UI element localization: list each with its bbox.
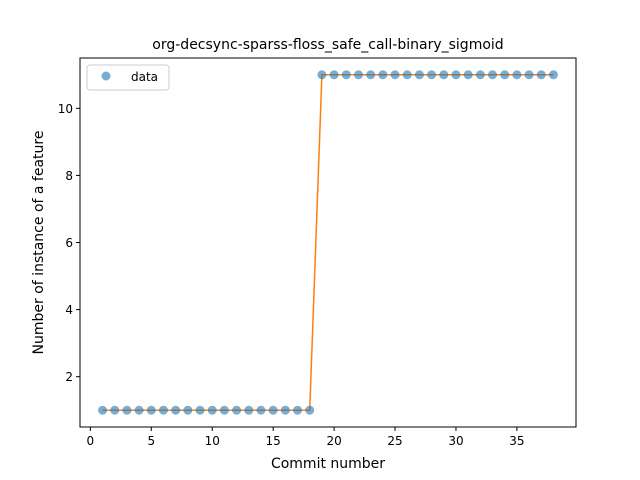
x-tick-label: 15 <box>266 434 281 448</box>
data-point <box>463 70 473 80</box>
data-point <box>134 405 144 415</box>
data-point <box>512 70 522 80</box>
data-point <box>146 405 156 415</box>
data-point <box>183 405 193 415</box>
data-point <box>378 70 388 80</box>
data-point <box>98 405 108 415</box>
data-point <box>244 405 254 415</box>
y-tick-label: 4 <box>65 303 73 317</box>
data-point <box>122 405 132 415</box>
data-point <box>488 70 498 80</box>
data-point <box>353 70 363 80</box>
data-point <box>207 405 217 415</box>
x-tick-label: 35 <box>509 434 524 448</box>
data-point <box>232 405 242 415</box>
data-point <box>402 70 412 80</box>
x-tick-label: 20 <box>326 434 341 448</box>
data-point <box>256 405 266 415</box>
data-point <box>536 70 546 80</box>
data-point <box>414 70 424 80</box>
x-tick-label: 0 <box>87 434 95 448</box>
x-tick-label: 10 <box>205 434 220 448</box>
data-point <box>158 405 168 415</box>
data-point <box>268 405 278 415</box>
data-point <box>293 405 303 415</box>
data-point <box>171 405 181 415</box>
data-point <box>329 70 339 80</box>
legend-marker <box>101 71 111 81</box>
y-tick-label: 10 <box>58 102 73 116</box>
legend: data <box>86 64 170 91</box>
data-point <box>500 70 510 80</box>
x-tick-label: 30 <box>448 434 463 448</box>
data-point <box>475 70 485 80</box>
data-point <box>439 70 449 80</box>
legend-label: data <box>131 70 158 84</box>
plot-frame <box>79 57 577 428</box>
data-point <box>390 70 400 80</box>
x-axis-ticks: 0 5 10 15 20 25 30 35 <box>87 427 525 448</box>
x-tick-label: 25 <box>387 434 402 448</box>
data-point <box>366 70 376 80</box>
data-point <box>317 70 327 80</box>
y-tick-label: 8 <box>65 169 73 183</box>
y-tick-label: 2 <box>65 370 73 384</box>
data-point <box>280 405 290 415</box>
y-axis-label: Number of instance of a feature <box>31 131 47 355</box>
chart-title: org-decsync-sparss-floss_safe_call-binar… <box>152 37 503 53</box>
data-point <box>451 70 461 80</box>
data-point <box>305 405 315 415</box>
y-axis-ticks: 2 4 6 8 10 <box>58 102 80 384</box>
x-tick-label: 5 <box>147 434 155 448</box>
data-point <box>110 405 120 415</box>
data-point <box>548 70 558 80</box>
points-layer <box>98 70 558 415</box>
data-point <box>341 70 351 80</box>
data-point <box>524 70 534 80</box>
data-point <box>195 405 205 415</box>
y-tick-label: 6 <box>65 236 73 250</box>
legend-box <box>86 64 170 91</box>
data-point <box>427 70 437 80</box>
x-axis-label: Commit number <box>271 456 385 472</box>
data-point <box>219 405 229 415</box>
